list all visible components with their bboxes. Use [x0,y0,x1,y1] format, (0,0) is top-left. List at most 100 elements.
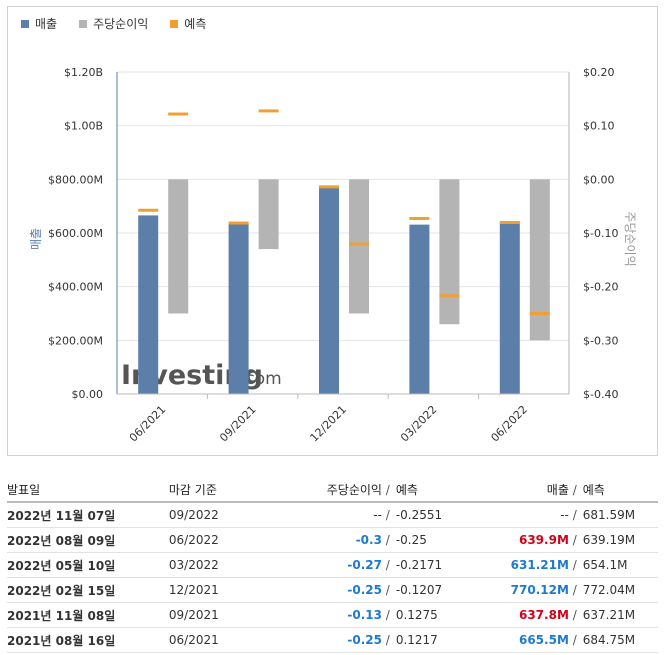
earnings-chart-panel: 매출 주당순이익 예측 Investing .com $0.00 $-0.40 $2… [7,6,658,456]
watermark-suffix: .com [240,369,282,389]
legend-label-forecast: 예측 [184,17,207,31]
eps-bar[interactable] [258,179,279,250]
cell-eps-forecast: -0.1207 [395,583,443,597]
header-period[interactable]: 마감 기준 [168,482,217,497]
header-eps-slash: / [385,482,390,497]
y-tick-label: $400.00M [48,281,103,294]
earnings-table: 발표일 마감 기준 주당순이익 / 예측 매출 / 예측 2022년 11월 0… [7,477,658,653]
eps-slash: / [385,533,390,547]
revenue-bar[interactable] [499,222,520,394]
y-tick-label: $1.20B [64,66,103,79]
legend-item-eps[interactable]: 주당순이익 [79,15,148,32]
revenue-bar[interactable] [228,222,249,394]
legend-item-revenue[interactable]: 매출 [21,15,57,32]
cell-eps: -- / [283,508,390,522]
y2-axis-label: 주당순이익 [623,211,637,266]
revenue-bar[interactable] [138,215,159,394]
cell-revenue: 631.21M / [491,558,577,572]
revenue-slash: / [572,608,577,622]
y-tick-label: $800.00M [48,173,103,186]
legend-label-eps: 주당순이익 [93,17,149,31]
cell-period: 09/2021 [168,608,219,622]
revenue-forecast-mark[interactable] [409,216,430,220]
eps-slash: / [385,558,390,572]
cell-date: 2022년 02월 15일 [7,583,116,598]
cell-revenue: 639.9M / [491,533,577,547]
revenue-slash: / [572,508,577,522]
cell-period: 03/2022 [168,558,219,572]
revenue-swatch [21,19,29,28]
chart-legend: 매출 주당순이익 예측 [21,15,206,32]
eps-slash: / [385,583,390,597]
eps-value: -0.25 [347,583,382,597]
cell-period: 09/2022 [168,508,219,522]
revenue-value: 637.8M [518,608,569,622]
y-tick-label: $1.00B [64,120,103,133]
revenue-forecast-mark[interactable] [228,221,249,225]
eps-forecast-mark[interactable] [529,312,550,315]
revenue-slash: / [572,558,577,572]
cell-date: 2022년 11월 07일 [7,508,116,523]
revenue-forecast-mark[interactable] [138,208,159,212]
revenue-bar[interactable] [319,187,339,394]
cell-period: 06/2022 [168,533,219,547]
x-tick-label: 06/2022 [488,403,530,445]
eps-bar[interactable] [529,179,550,341]
eps-value: -0.3 [355,533,382,547]
cell-date: 2022년 08월 09일 [7,533,116,548]
revenue-value: 665.5M [518,633,569,647]
cell-period: 12/2021 [168,583,219,597]
cell-date: 2021년 11월 08일 [7,608,116,623]
header-revenue[interactable]: 매출 / [491,481,577,498]
cell-revenue-forecast: 639.19M [582,533,636,547]
header-eps-forecast[interactable]: 예측 [395,482,418,497]
eps-bar[interactable] [439,179,460,325]
y2-tick-label: $-0.20 [583,281,618,294]
x-tick-label: 12/2021 [308,403,350,445]
cell-eps-forecast: -0.2171 [395,558,443,572]
cell-eps: -0.25 / [283,583,390,597]
eps-value: -0.27 [347,558,382,572]
y2-tick-label: $-0.40 [583,388,618,401]
table-row: 2022년 08월 09일 06/2022 -0.3 /-0.25 639.9M /6… [7,528,658,553]
eps-forecast-mark[interactable] [439,294,460,298]
y-axis-label: 매출 [29,228,43,250]
cell-eps-forecast: 0.1217 [395,633,438,647]
cell-revenue-forecast: 772.04M [582,583,636,597]
eps-forecast-mark[interactable] [349,242,369,246]
table-row: 2022년 02월 15일 12/2021 -0.25 / -0.1207 770.12… [7,578,658,603]
cell-date: 2021년 08월 16일 [7,633,116,648]
cell-eps: -0.3 / [283,533,390,547]
revenue-value: 639.9M [518,533,569,547]
cell-revenue-forecast: 681.59M [582,508,636,522]
x-tick-label: 09/2021 [217,403,259,445]
cell-revenue-forecast: 654.1M [582,558,628,572]
eps-value: -0.13 [347,608,382,622]
eps-slash: / [385,608,390,622]
eps-bar[interactable] [168,179,189,314]
eps-slash: / [385,508,390,522]
eps-bar[interactable] [349,179,369,314]
eps-forecast-mark[interactable] [168,112,189,116]
revenue-bar[interactable] [409,224,430,394]
y2-tick-label: $0.10 [583,120,615,133]
y2-tick-label: $-0.10 [583,227,618,240]
table-row: 2022년 05월 10일 03/2022 -0.27 / -0.2171 631.21… [7,553,658,578]
table-row: 2021년 11월 08일 09/2021 -0.13 / 0.1275 637.8M … [7,603,658,628]
y2-tick-label: $0.20 [583,66,615,79]
earnings-chart: Investing .com $0.00 $-0.40$200.00M $-0.30… [29,66,637,445]
table-row: 2022년 11월 07일 09/2022 -- / -0.2551 -- / 681.5… [7,503,658,528]
cell-revenue: 665.5M / [491,633,577,647]
cell-eps-forecast: -0.2551 [395,508,443,522]
revenue-value: 770.12M [510,583,569,597]
header-date[interactable]: 발표일 [7,482,41,497]
header-eps[interactable]: 주당순이익 / [283,481,390,498]
legend-item-forecast[interactable]: 예측 [170,15,206,32]
revenue-forecast-mark[interactable] [319,185,339,189]
header-revenue-forecast[interactable]: 예측 [582,482,605,497]
eps-forecast-mark[interactable] [258,109,279,113]
cell-eps-forecast: -0.25 [395,533,427,547]
revenue-forecast-mark[interactable] [499,220,520,224]
eps-slash: / [385,633,390,647]
eps-swatch [79,19,88,28]
